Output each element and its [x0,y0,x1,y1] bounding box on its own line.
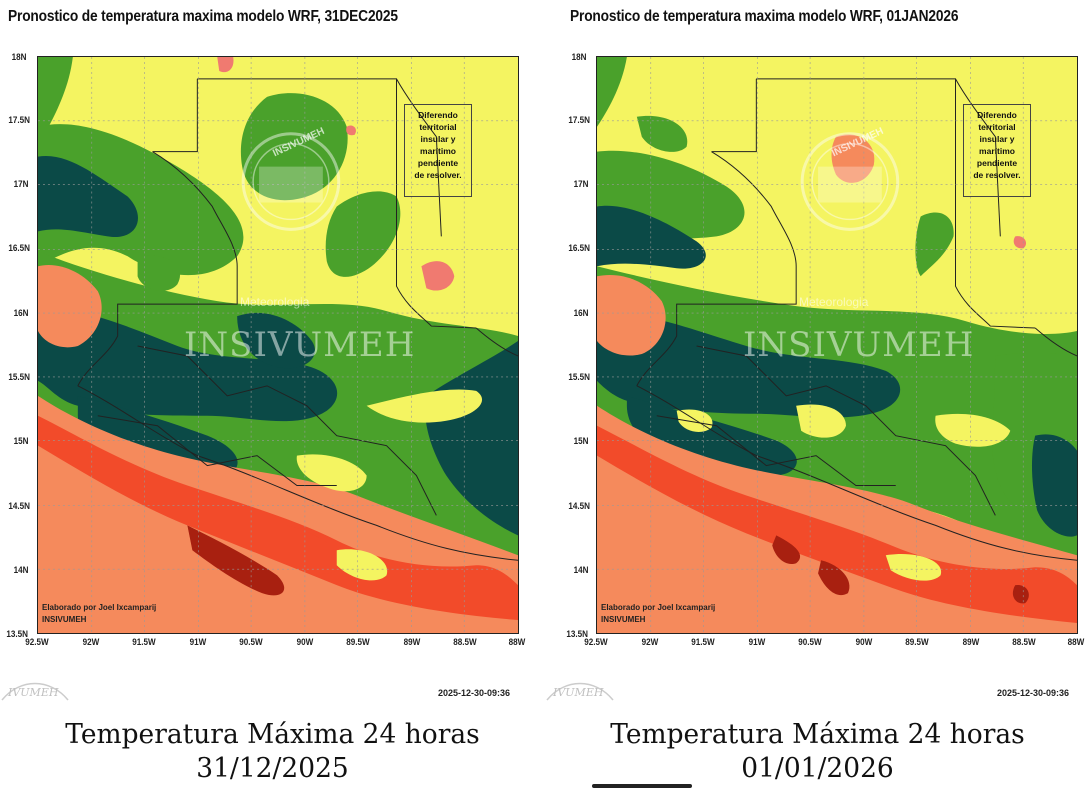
lat-tick: 14N [573,565,589,575]
watermark-text: INSIVUMEH [743,325,975,365]
lat-tick: 17.5N [8,115,31,125]
territorial-dispute-note: Diferendo territorial insular y marítimo… [404,104,472,197]
timestamp: 2025-12-30-09:36 [997,688,1070,698]
note-line: territorial [419,122,457,132]
decorative-underline [592,784,692,788]
lon-tick: 89.5W [905,637,929,647]
note-line: de resolver. [414,170,462,180]
lat-tick: 16.5N [8,243,31,253]
lon-tick: 90W [855,637,873,647]
lon-tick: 90.5W [798,637,822,647]
lon-tick: 89.5W [346,637,370,647]
territorial-dispute-note: Diferendo territorial insular y marítimo… [963,104,1031,197]
lon-tick: 91W [748,637,766,647]
temperature-map: Diferendo territorial insular y marítimo… [37,56,519,634]
note-line: Diferendo [418,110,458,120]
lat-tick: 15.5N [8,372,31,382]
watermark-small-text: Meteorologia [240,295,310,309]
lat-tick: 16N [573,308,589,318]
lon-tick: 92W [641,637,659,647]
lon-tick: 89W [403,637,421,647]
lon-tick: 92.5W [25,637,49,647]
lon-tick: 92.5W [584,637,608,647]
map-panel-31dec: Pronostico de temperatura maxima modelo … [1,8,526,784]
lat-tick: 16N [13,308,29,318]
caption-date: 01/01/2026 [741,753,894,784]
lat-tick: 15.5N [568,372,591,382]
lon-tick: 88W [1067,637,1085,647]
note-line: pendiente [976,158,1018,168]
lon-tick: 90W [296,637,314,647]
caption-date: 31/12/2025 [196,753,349,784]
lat-tick: 14N [13,565,29,575]
logo-text: IVUMEH [7,686,59,699]
lon-tick: 92W [82,637,100,647]
note-line: pendiente [417,158,459,168]
timestamp: 2025-12-30-09:36 [438,688,511,698]
watermark-text: INSIVUMEH [184,325,416,365]
credit-org: INSIVUMEH [42,615,87,624]
lon-tick: 88.5W [1012,637,1036,647]
lon-tick: 88.5W [453,637,477,647]
lat-tick: 13.5N [566,629,589,639]
lon-tick: 91.5W [132,637,156,647]
map-title: Pronostico de temperatura maxima modelo … [570,8,959,25]
lat-tick: 14.5N [8,501,31,511]
lat-tick: 17N [573,179,589,189]
caption-title: Temperatura Máxima 24 horas [610,719,1025,750]
note-line: insular y [420,134,456,144]
lat-tick: 15N [573,436,589,446]
note-line: marítimo [979,146,1015,156]
note-line: de resolver. [973,170,1021,180]
note-line: territorial [978,122,1016,132]
temperature-map: Diferendo territorial insular y marítimo… [596,56,1078,634]
watermark-small-text: Meteorologia [799,295,869,309]
lon-tick: 91.5W [691,637,715,647]
lat-tick: 16.5N [568,243,591,253]
seal-watermark [800,132,900,231]
insivumeh-logo-icon: IVUMEH [1,682,69,701]
lat-tick: 18N [11,52,27,62]
map-title: Pronostico de temperatura maxima modelo … [8,8,398,25]
lat-tick: 13.5N [6,629,29,639]
lat-tick: 17.5N [568,115,591,125]
insivumeh-logo-icon: IVUMEH [546,682,614,701]
temperature-map-graphic [597,57,1077,633]
lat-tick: 17N [13,179,29,189]
lon-tick: 90.5W [239,637,263,647]
credit-author: Elaborado por Joel Ixcamparij [601,603,716,612]
lon-tick: 88W [508,637,526,647]
note-line: insular y [979,134,1015,144]
credit-org: INSIVUMEH [601,615,646,624]
temperature-map-graphic [38,57,518,633]
lon-tick: 91W [189,637,207,647]
lat-tick: 15N [13,436,29,446]
note-line: marítimo [420,146,456,156]
note-line: Diferendo [977,110,1017,120]
seal-watermark [241,132,341,231]
map-panel-01jan: Pronostico de temperatura maxima modelo … [545,0,1090,788]
caption-title: Temperatura Máxima 24 horas [65,719,480,750]
credit-author: Elaborado por Joel Ixcamparij [42,603,157,612]
lat-tick: 14.5N [568,501,591,511]
logo-text: IVUMEH [552,686,604,699]
lat-tick: 18N [571,52,587,62]
lon-tick: 89W [962,637,980,647]
